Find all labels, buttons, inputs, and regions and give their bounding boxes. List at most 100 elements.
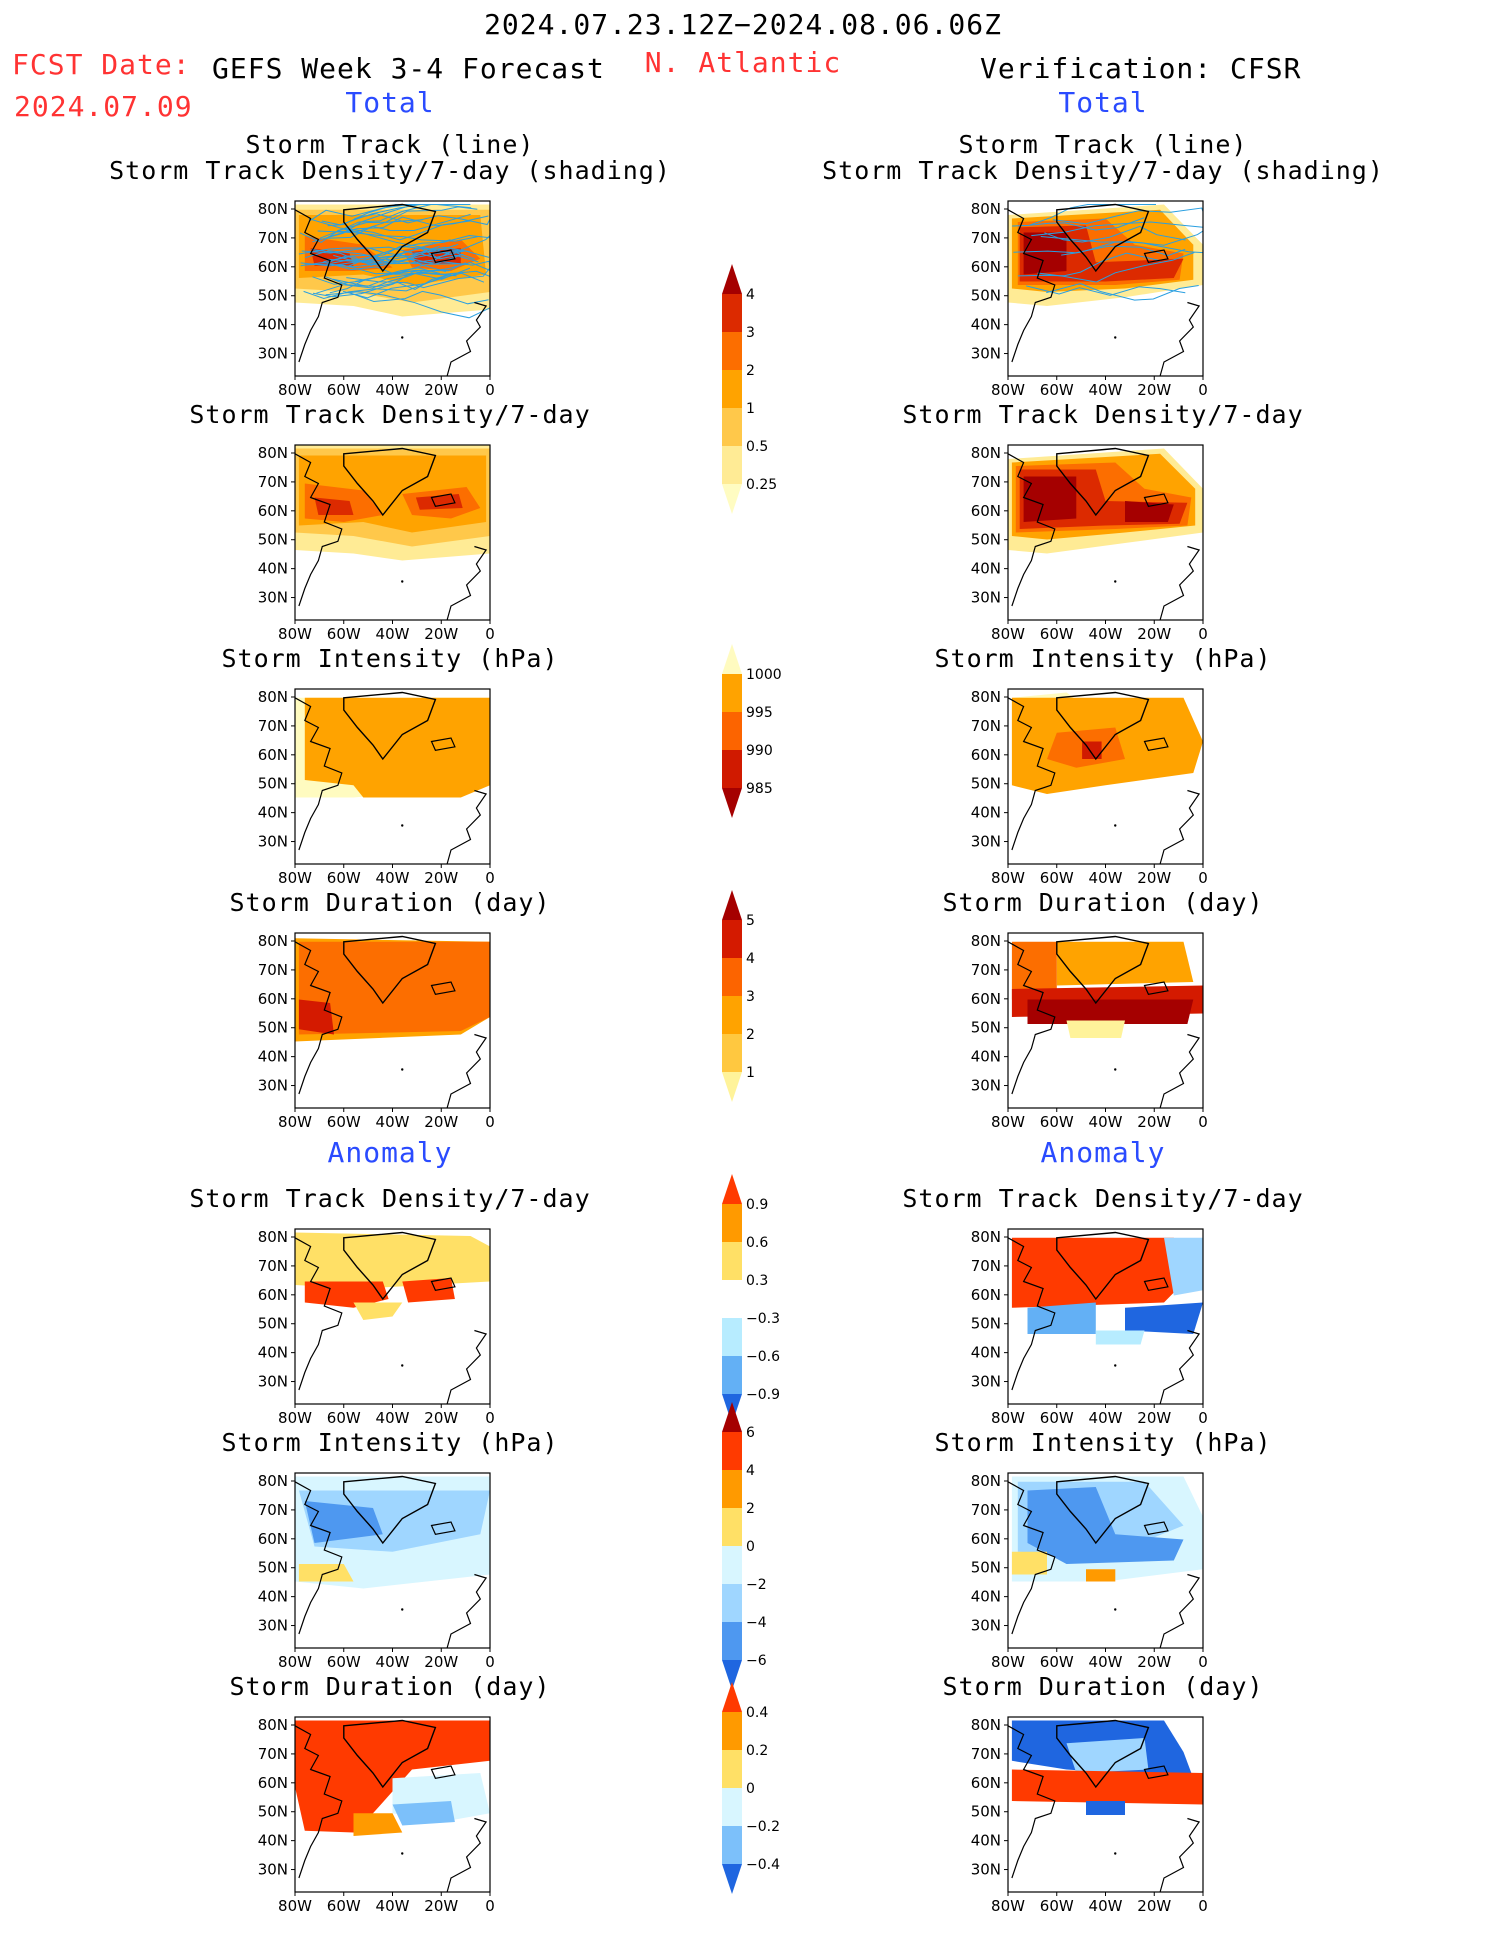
- storm-track-line: [327, 213, 471, 239]
- lat-tick-label: 40N: [971, 1344, 1001, 1362]
- shaded-region: [415, 494, 463, 510]
- lon-tick-label: 80W: [278, 869, 312, 887]
- lat-tick-label: 30N: [971, 1861, 1001, 1879]
- lon-tick-label: 60W: [1040, 1897, 1074, 1915]
- lon-tick-label: 0: [1198, 1113, 1208, 1131]
- lat-tick-label: 40N: [971, 1588, 1001, 1606]
- lat-tick-label: 50N: [971, 1803, 1001, 1821]
- coastline: [294, 1231, 488, 1405]
- lon-tick-label: 20W: [424, 869, 458, 887]
- lat-tick-label: 60N: [971, 1774, 1001, 1792]
- lon-tick-label: 0: [485, 1653, 495, 1671]
- map-svg: 80N 70N 60N 50N 40N 30N 80W 60W 40W 20W 0: [258, 932, 495, 1131]
- lat-tick-label: 30N: [258, 833, 288, 851]
- colorbar-label: 0.6: [746, 1235, 768, 1251]
- colorbar-label: 0.3: [746, 1273, 768, 1289]
- colorbar-label: 1000: [746, 667, 782, 683]
- lon-tick-label: 0: [485, 869, 495, 887]
- lat-tick-label: 50N: [258, 1019, 288, 1037]
- coastline: [1007, 1475, 1201, 1649]
- lat-tick-label: 40N: [971, 316, 1001, 334]
- colorbar-label: −0.3: [746, 1311, 780, 1327]
- storm-track-line: [298, 245, 440, 257]
- lon-tick-label: 80W: [991, 1653, 1025, 1671]
- colorbar-duration: 5 4 3 2 1 0: [712, 888, 792, 1119]
- colorbar-label: 4: [746, 287, 755, 303]
- storm-track-line: [1026, 285, 1186, 296]
- lon-tick-label: 60W: [1040, 1113, 1074, 1131]
- lon-tick-label: 80W: [278, 625, 312, 643]
- map-panel-left-track-density: 80N 70N 60N 50N 40N 30N 80W 60W 40W 20W 0: [250, 440, 500, 662]
- right-title-duration: Storm Duration (day): [942, 888, 1264, 917]
- storm-track-line: [346, 267, 491, 289]
- lat-tick-label: 30N: [971, 1373, 1001, 1391]
- lat-tick-label: 70N: [971, 961, 1001, 979]
- colorbar-tip-top: [722, 644, 742, 674]
- lat-tick-label: 50N: [971, 531, 1001, 549]
- left-title-intensity: Storm Intensity (hPa): [221, 644, 559, 673]
- colorbar-label: −0.6: [746, 1349, 780, 1365]
- map-panel-right-duration: 80N 70N 60N 50N 40N 30N 80W 60W 40W 20W 0: [963, 928, 1213, 1150]
- lat-tick-label: 40N: [258, 316, 288, 334]
- lon-tick-label: 80W: [991, 869, 1025, 887]
- lon-tick-label: 40W: [376, 625, 410, 643]
- lat-tick-label: 50N: [971, 1315, 1001, 1333]
- map-panel-right-track-density: 80N 70N 60N 50N 40N 30N 80W 60W 40W 20W 0: [963, 440, 1213, 662]
- lat-tick-label: 80N: [258, 444, 288, 462]
- colorbar-label: 0.9: [746, 1197, 768, 1213]
- colorbar-segment: [722, 446, 742, 484]
- lat-tick-label: 50N: [971, 287, 1001, 305]
- lon-tick-label: 60W: [327, 1897, 361, 1915]
- lat-tick-label: 50N: [971, 1019, 1001, 1037]
- storm-track-line: [319, 204, 448, 239]
- lon-tick-label: 60W: [327, 381, 361, 399]
- region-title: N. Atlantic: [644, 46, 842, 79]
- colorbar-tip-bottom: [722, 1072, 742, 1102]
- lat-tick-label: 50N: [258, 1315, 288, 1333]
- map-svg: 80N 70N 60N 50N 40N 30N 80W 60W 40W 20W 0: [258, 1472, 495, 1671]
- colorbar-segment: [722, 1280, 742, 1318]
- colorbar-segment: [722, 1242, 742, 1280]
- storm-track-line: [1029, 204, 1156, 226]
- shaded-region: [1066, 1738, 1149, 1773]
- storm-track-line: [1017, 252, 1161, 277]
- colorbar-segment: [722, 370, 742, 408]
- map-panel-left-track-lines: 80N 70N 60N 50N 40N 30N 80W 60W 40W 20W 0: [250, 196, 500, 418]
- colorbar-svg: 4 3 2 1 0.5 0.25: [722, 264, 777, 514]
- lat-tick-label: 30N: [971, 345, 1001, 363]
- colorbar-segment: [722, 1546, 742, 1584]
- colorbar-label: 0: [746, 1539, 755, 1555]
- lat-tick-label: 40N: [258, 1048, 288, 1066]
- lat-tick-label: 60N: [971, 258, 1001, 276]
- colorbar-label: 985: [746, 781, 773, 797]
- shaded-region: [1023, 476, 1077, 522]
- colorbar-tip-top: [722, 1402, 742, 1432]
- lat-tick-label: 30N: [258, 1077, 288, 1095]
- lat-tick-label: 40N: [258, 560, 288, 578]
- colorbar-segment: [722, 1584, 742, 1622]
- lon-tick-label: 20W: [424, 1113, 458, 1131]
- lon-tick-label: 40W: [376, 381, 410, 399]
- map-panel-right-anom-intensity: 80N 70N 60N 50N 40N 30N 80W 60W 40W 20W 0: [963, 1468, 1213, 1690]
- lon-tick-label: 40W: [376, 1653, 410, 1671]
- storm-track-line: [308, 218, 472, 241]
- lat-tick-label: 70N: [258, 473, 288, 491]
- lat-tick-label: 50N: [258, 1803, 288, 1821]
- shaded-region: [1056, 941, 1194, 986]
- colorbar-segment: [722, 996, 742, 1034]
- lat-tick-label: 80N: [971, 688, 1001, 706]
- colorbar-label: 0.25: [746, 477, 777, 493]
- lon-tick-label: 80W: [991, 625, 1025, 643]
- lat-tick-label: 60N: [971, 746, 1001, 764]
- lon-tick-label: 60W: [327, 869, 361, 887]
- colorbar-segment: [722, 750, 742, 788]
- storm-track-line: [350, 290, 489, 305]
- colorbar-svg: 6 4 2 0 −2 −4 −6: [722, 1402, 767, 1690]
- lat-tick-label: 40N: [971, 560, 1001, 578]
- lat-tick-label: 70N: [258, 1745, 288, 1763]
- colorbar-label: 1: [746, 401, 755, 417]
- lon-tick-label: 0: [485, 381, 495, 399]
- shaded-region: [1066, 1020, 1125, 1038]
- lon-tick-label: 20W: [424, 1409, 458, 1427]
- lat-tick-label: 50N: [258, 531, 288, 549]
